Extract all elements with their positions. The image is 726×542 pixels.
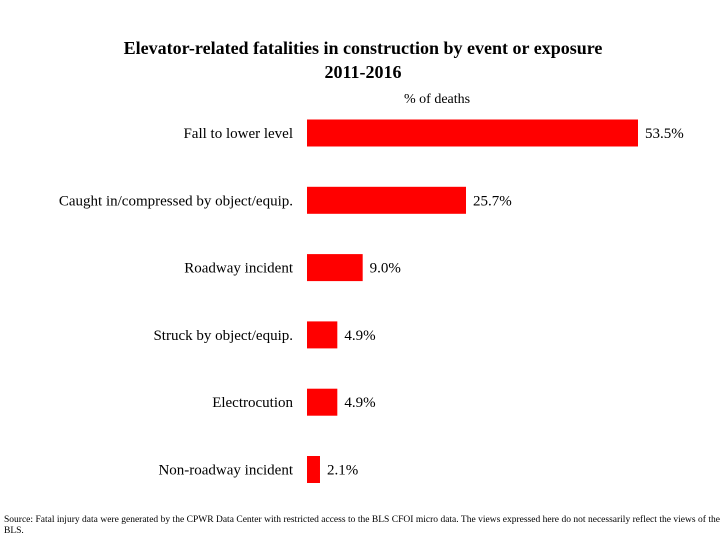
data-label: 4.9% [344, 328, 375, 344]
bar [307, 456, 320, 483]
category-label: Non-roadway incident [158, 463, 293, 479]
category-label: Struck by object/equip. [153, 328, 293, 344]
category-label: Fall to lower level [183, 126, 293, 142]
data-label: 4.9% [344, 395, 375, 411]
chart-title: Elevator-related fatalities in construct… [123, 38, 603, 58]
data-label: 25.7% [473, 193, 512, 209]
bar [307, 388, 338, 416]
bar-chart: Fall to lower level 53.5% Caught in/compre… [59, 119, 684, 483]
data-label: 2.1% [327, 463, 358, 479]
category-label: Caught in/compressed by object/equip. [59, 193, 293, 209]
category-label: Roadway incident [184, 261, 294, 277]
bar [307, 119, 638, 147]
source-note: Source: Fatal injury data were generated… [4, 515, 720, 536]
data-label: 53.5% [645, 126, 684, 142]
chart-subtitle: 2011-2016 [324, 62, 402, 82]
data-label: 9.0% [370, 261, 401, 277]
unit-label: % of deaths [404, 92, 471, 107]
bar [307, 321, 338, 349]
bar [307, 186, 467, 214]
bar [307, 254, 363, 282]
category-label: Electrocution [212, 395, 293, 411]
